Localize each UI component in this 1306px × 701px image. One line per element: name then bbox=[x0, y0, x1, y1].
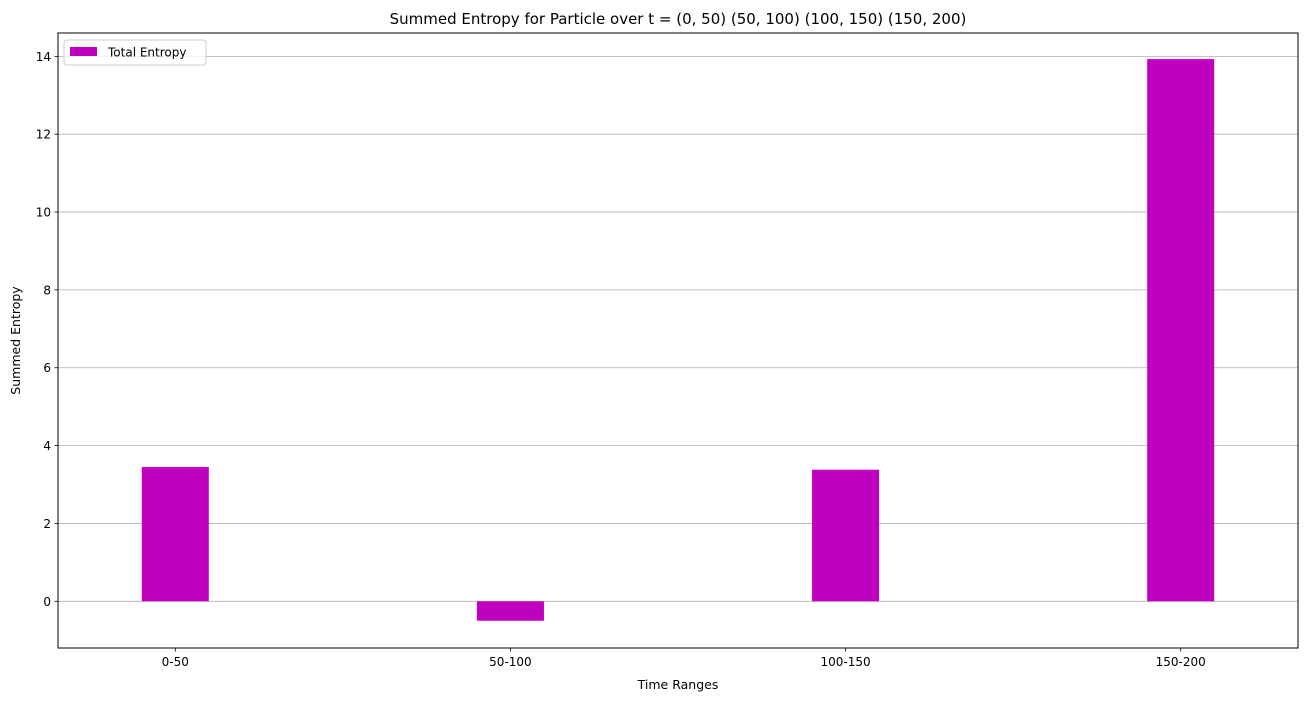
legend: Total Entropy bbox=[63, 39, 207, 66]
x-tick-label-50-100: 50-100 bbox=[489, 655, 532, 669]
x-axis-label: Time Ranges bbox=[637, 677, 719, 692]
bar-0-50 bbox=[141, 467, 209, 602]
x-tick-label-100-150: 100-150 bbox=[820, 655, 870, 669]
y-tick-label-4: 4 bbox=[43, 439, 51, 453]
y-tick-label-12: 12 bbox=[36, 128, 51, 142]
bars bbox=[141, 59, 1215, 621]
x-tick-label-150-200: 150-200 bbox=[1156, 655, 1206, 669]
bar-150-200 bbox=[1147, 59, 1215, 602]
y-tick-label-8: 8 bbox=[43, 283, 51, 297]
y-tick-label-2: 2 bbox=[43, 517, 51, 531]
y-axis-label: Summed Entropy bbox=[8, 286, 23, 395]
x-tick-label-0-50: 0-50 bbox=[162, 655, 189, 669]
gridlines bbox=[58, 55, 1298, 602]
legend-swatch bbox=[70, 47, 97, 56]
y-tick-label-6: 6 bbox=[43, 361, 51, 375]
bar-50-100 bbox=[476, 601, 544, 621]
y-axis-ticks: 0 2 4 6 8 10 12 14 bbox=[36, 50, 58, 609]
plot-frame bbox=[57, 32, 1299, 649]
x-axis-ticks: 0-50 50-100 100-150 150-200 bbox=[162, 648, 1206, 669]
legend-label-total-entropy: Total Entropy bbox=[107, 46, 186, 60]
y-tick-label-10: 10 bbox=[36, 206, 51, 220]
y-tick-label-0: 0 bbox=[43, 595, 51, 609]
y-tick-label-14: 14 bbox=[36, 50, 51, 64]
legend-box bbox=[63, 39, 207, 66]
chart-title: Summed Entropy for Particle over t = (0,… bbox=[390, 10, 967, 28]
bar-100-150 bbox=[812, 469, 880, 602]
